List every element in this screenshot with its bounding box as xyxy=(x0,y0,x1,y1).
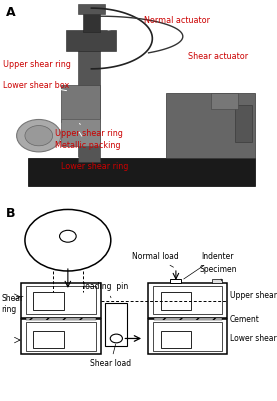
Bar xyxy=(235,105,252,142)
Bar xyxy=(28,158,255,186)
Text: loading  pin: loading pin xyxy=(83,282,128,298)
Bar xyxy=(148,283,227,318)
Bar xyxy=(170,279,181,283)
Text: Specimen: Specimen xyxy=(199,265,237,281)
Text: Shear
ring: Shear ring xyxy=(1,294,24,314)
Bar xyxy=(78,4,105,14)
Bar xyxy=(26,286,96,314)
Bar xyxy=(161,292,191,310)
Bar xyxy=(105,303,127,346)
Bar xyxy=(78,41,100,162)
Text: Upper shear box: Upper shear box xyxy=(230,291,277,300)
Circle shape xyxy=(110,334,122,343)
Text: Lower shear box: Lower shear box xyxy=(230,334,277,343)
Text: Cement: Cement xyxy=(230,314,260,324)
Text: Normal actuator: Normal actuator xyxy=(108,16,210,30)
Text: Indenter: Indenter xyxy=(184,252,233,279)
Bar xyxy=(21,319,101,354)
Text: A: A xyxy=(6,6,15,19)
Bar xyxy=(154,318,222,320)
Text: Shear actuator: Shear actuator xyxy=(188,52,248,74)
Bar xyxy=(211,93,238,109)
Text: Lower shear ring: Lower shear ring xyxy=(58,147,128,170)
Text: Upper shear ring: Upper shear ring xyxy=(55,124,123,138)
Text: Metallic packing: Metallic packing xyxy=(55,132,121,150)
Bar xyxy=(212,279,222,283)
Bar xyxy=(33,330,64,348)
Bar xyxy=(66,30,116,51)
Bar xyxy=(26,322,96,351)
Bar xyxy=(83,8,100,32)
Text: Upper shear ring: Upper shear ring xyxy=(3,60,71,76)
Bar xyxy=(61,85,100,122)
Bar xyxy=(61,119,100,146)
Bar xyxy=(148,319,227,354)
Circle shape xyxy=(25,209,111,271)
Text: Lower shear box: Lower shear box xyxy=(3,81,69,91)
Bar xyxy=(166,93,255,158)
Circle shape xyxy=(17,119,61,152)
Bar xyxy=(33,292,64,310)
Text: Shear load: Shear load xyxy=(90,344,131,368)
Text: Normal load: Normal load xyxy=(132,252,178,267)
Text: B: B xyxy=(6,207,15,221)
Bar xyxy=(153,286,222,314)
Bar xyxy=(21,283,101,318)
Bar xyxy=(161,330,191,348)
Circle shape xyxy=(60,230,76,242)
Bar xyxy=(26,318,96,320)
Circle shape xyxy=(25,126,53,146)
Bar xyxy=(153,322,222,351)
